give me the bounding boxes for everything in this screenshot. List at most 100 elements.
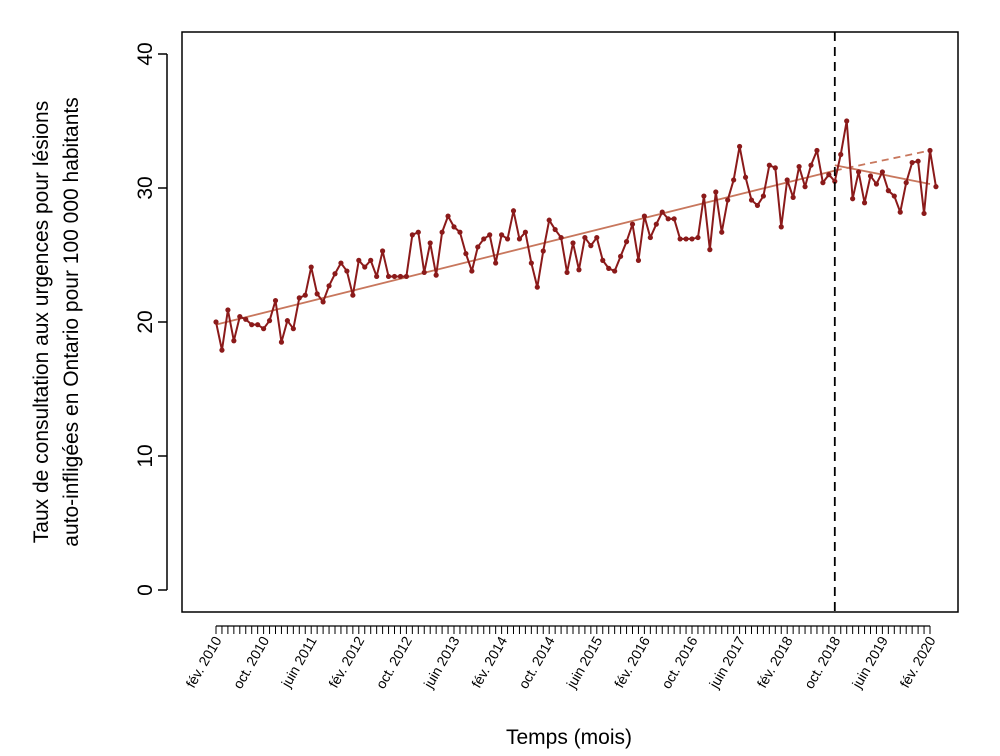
data-point	[629, 221, 636, 227]
data-point	[891, 193, 897, 199]
y-tick-label: 20	[134, 310, 157, 333]
data-point	[618, 253, 624, 259]
data-point	[731, 177, 737, 183]
data-point	[778, 224, 784, 230]
data-point	[243, 316, 249, 322]
data-point	[772, 165, 778, 171]
data-point	[873, 181, 880, 187]
data-point	[844, 118, 850, 124]
x-tick-label: fév. 2012	[325, 633, 367, 690]
data-point	[546, 217, 552, 223]
data-point	[683, 236, 689, 242]
data-point	[308, 264, 314, 270]
x-tick-label: juin 2015	[563, 633, 606, 691]
y-axis-title-line-1: Taux de consultation aux urgences pour l…	[30, 101, 53, 543]
data-point	[737, 143, 743, 150]
y-tick-label: 30	[134, 176, 157, 199]
data-point	[540, 248, 546, 254]
data-point	[915, 158, 921, 164]
data-point	[415, 229, 421, 235]
y-axis-title-line-2: auto-infligées en Ontario pour 100 000 h…	[60, 97, 83, 546]
data-point	[344, 268, 350, 274]
data-point	[742, 174, 749, 180]
data-point	[707, 247, 713, 253]
data-point	[296, 295, 302, 301]
data-point	[820, 180, 826, 186]
data-point	[856, 169, 862, 175]
data-point	[754, 202, 761, 209]
data-point	[350, 292, 356, 298]
y-tick-label: 10	[134, 444, 157, 467]
data-point	[261, 326, 267, 332]
data-point	[409, 232, 415, 238]
x-tick-label: fév. 2010	[182, 633, 224, 690]
data-point	[588, 243, 594, 249]
data-point	[748, 197, 755, 203]
data-point	[499, 232, 505, 238]
data-point	[528, 260, 534, 266]
x-axis: fév. 2010 oct. 2010 juin 2011 fév. 2012 oct.…	[182, 625, 939, 692]
data-point	[927, 147, 933, 154]
x-tick-label: oct. 2014	[515, 633, 558, 691]
data-point	[600, 257, 606, 263]
data-point	[469, 268, 475, 274]
data-point	[213, 319, 219, 325]
data-point	[867, 173, 874, 179]
data-point	[612, 268, 618, 274]
plot-frame	[181, 31, 959, 613]
x-tick-label: oct. 2012	[372, 633, 415, 691]
data-point	[487, 232, 493, 238]
data-point	[570, 240, 576, 246]
x-tick-label: fév. 2018	[754, 633, 796, 690]
data-point	[552, 226, 558, 233]
data-point	[522, 229, 529, 235]
data-point	[225, 307, 231, 313]
data-point	[689, 236, 695, 242]
y-tick-label: 0	[134, 584, 157, 596]
data-point	[338, 260, 344, 266]
data-point	[481, 236, 487, 242]
data-point	[909, 159, 915, 166]
data-point	[302, 292, 308, 298]
data-point	[623, 239, 630, 245]
observed-series	[213, 118, 939, 353]
data-point	[635, 257, 642, 263]
data-point	[314, 291, 320, 297]
data-point	[665, 216, 671, 222]
data-point	[421, 269, 427, 276]
x-tick-label: juin 2013	[420, 633, 463, 691]
data-point	[439, 229, 445, 235]
data-point	[534, 284, 540, 290]
data-point	[885, 188, 891, 194]
y-tick-label: 40	[134, 42, 157, 65]
data-point	[850, 196, 856, 202]
data-point	[879, 169, 886, 175]
x-tick-label: juin 2019	[848, 633, 891, 691]
data-point	[701, 193, 707, 199]
data-point	[374, 273, 380, 280]
data-point	[457, 229, 463, 235]
data-point	[719, 229, 725, 235]
trend-lines	[215, 149, 931, 326]
data-point	[397, 273, 404, 280]
data-point	[278, 339, 285, 345]
data-point	[249, 322, 255, 328]
x-tick-label: fév. 2016	[611, 633, 653, 690]
data-point	[266, 318, 273, 324]
data-point	[606, 265, 612, 271]
data-point	[695, 234, 701, 241]
data-point	[641, 213, 648, 219]
data-point	[475, 244, 481, 250]
data-point	[368, 257, 374, 263]
data-point	[320, 299, 326, 305]
data-point	[790, 194, 796, 200]
data-point	[796, 163, 802, 170]
data-point	[594, 234, 600, 241]
data-point	[516, 236, 523, 242]
data-point	[391, 273, 398, 280]
data-point	[760, 193, 767, 199]
data-point	[427, 240, 433, 246]
data-point	[653, 221, 659, 227]
data-point	[677, 236, 683, 242]
x-tick-label: oct. 2016	[658, 633, 701, 691]
